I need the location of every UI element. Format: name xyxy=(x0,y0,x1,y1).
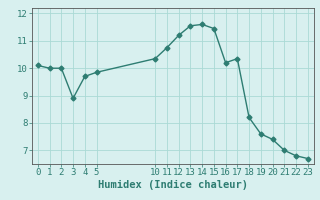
X-axis label: Humidex (Indice chaleur): Humidex (Indice chaleur) xyxy=(98,180,248,190)
